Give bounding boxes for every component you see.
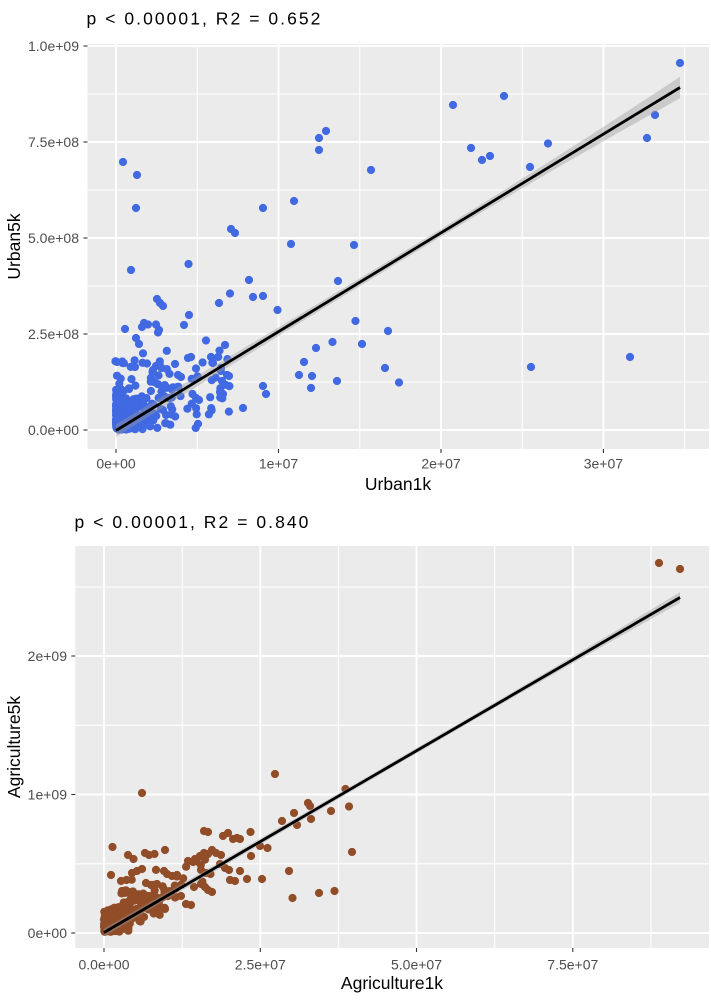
svg-text:Agriculture1k: Agriculture1k xyxy=(341,973,443,993)
svg-text:2e+09: 2e+09 xyxy=(28,648,68,664)
svg-text:7.5e+08: 7.5e+08 xyxy=(28,134,79,150)
svg-text:3e+07: 3e+07 xyxy=(584,456,624,472)
svg-text:p < 0.00001, R2 = 0.652: p < 0.00001, R2 = 0.652 xyxy=(87,9,323,29)
svg-text:2.5e+08: 2.5e+08 xyxy=(28,326,79,342)
svg-text:2e+07: 2e+07 xyxy=(421,456,461,472)
svg-text:0e+00: 0e+00 xyxy=(28,925,68,941)
svg-text:5.0e+07: 5.0e+07 xyxy=(391,957,442,973)
svg-text:1.0e+09: 1.0e+09 xyxy=(28,38,79,54)
svg-text:0e+00: 0e+00 xyxy=(96,456,136,472)
svg-text:Agriculture5k: Agriculture5k xyxy=(4,696,24,798)
svg-text:5.0e+08: 5.0e+08 xyxy=(28,230,79,246)
svg-text:0.0e+00: 0.0e+00 xyxy=(79,957,130,973)
svg-text:1e+07: 1e+07 xyxy=(259,456,299,472)
svg-text:0.0e+00: 0.0e+00 xyxy=(28,422,79,438)
svg-text:p < 0.00001, R2 = 0.840: p < 0.00001, R2 = 0.840 xyxy=(75,512,311,532)
svg-text:1e+09: 1e+09 xyxy=(28,787,68,803)
svg-text:7.5e+07: 7.5e+07 xyxy=(547,957,598,973)
svg-text:2.5e+07: 2.5e+07 xyxy=(235,957,286,973)
svg-text:Urban1k: Urban1k xyxy=(365,474,431,494)
svg-text:Urban5k: Urban5k xyxy=(4,213,24,279)
